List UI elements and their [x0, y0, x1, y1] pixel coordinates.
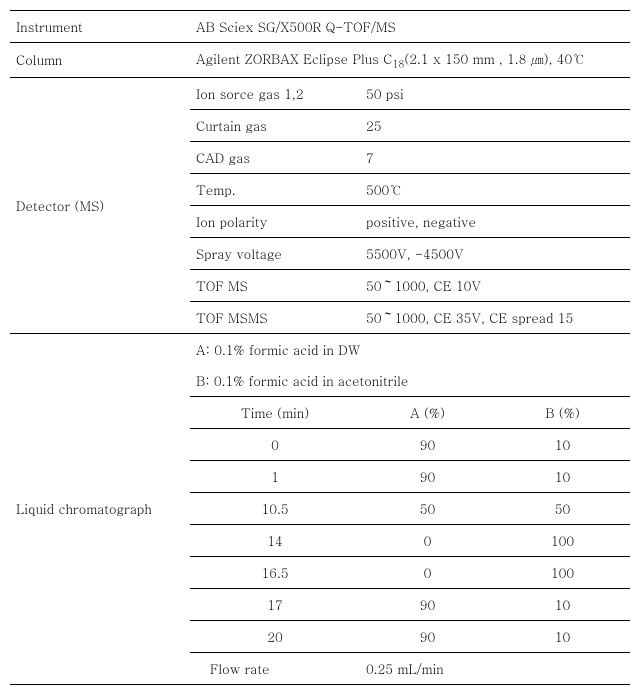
detector-param-key: TOF MS [190, 269, 360, 301]
lc-label: Liquid chromatograph [10, 333, 190, 684]
table-row: Detector (MS) Ion sorce gas 1,2 50 psi [10, 77, 630, 109]
table-row: Column Agilent ZORBAX Eclipse Plus C18(2… [10, 43, 630, 78]
flow-rate-value: 0.25 mL/min [360, 652, 630, 684]
instrument-label: Instrument [10, 11, 190, 43]
gradient-a: 90 [360, 620, 495, 652]
detector-param-value: 50～1000, CE 35V, CE spread 15 [360, 301, 630, 333]
column-value-pre: Agilent ZORBAX Eclipse Plus C [196, 49, 392, 68]
gradient-a: 90 [360, 428, 495, 460]
gradient-a: 0 [360, 556, 495, 588]
flow-rate-label: Flow rate [190, 652, 360, 684]
column-value: Agilent ZORBAX Eclipse Plus C18(2.1 x 15… [190, 43, 630, 78]
gradient-a: 90 [360, 588, 495, 620]
gradient-time: 10.5 [190, 492, 360, 524]
gradient-time: 16.5 [190, 556, 360, 588]
detector-param-key: Ion sorce gas 1,2 [190, 77, 360, 109]
detector-param-value: 5500V, -4500V [360, 237, 630, 269]
detector-param-key: Curtain gas [190, 109, 360, 141]
specification-table: Instrument AB Sciex SG/X500R Q-TOF/MS Co… [10, 10, 630, 685]
detector-param-key: TOF MSMS [190, 301, 360, 333]
gradient-header-a: A (%) [360, 396, 495, 428]
detector-param-value: 50 psi [360, 77, 630, 109]
gradient-header-time: Time (min) [190, 396, 360, 428]
column-value-sub: 18 [392, 57, 404, 71]
detector-param-value: 500℃ [360, 173, 630, 205]
gradient-time: 17 [190, 588, 360, 620]
gradient-a: 90 [360, 460, 495, 492]
detector-param-key: Ion polarity [190, 205, 360, 237]
detector-param-value: 7 [360, 141, 630, 173]
table-row: Liquid chromatograph A: 0.1% formic acid… [10, 333, 630, 365]
instrument-value: AB Sciex SG/X500R Q-TOF/MS [190, 11, 630, 43]
detector-label: Detector (MS) [10, 77, 190, 333]
gradient-time: 20 [190, 620, 360, 652]
column-label: Column [10, 43, 190, 78]
detector-param-key: Temp. [190, 173, 360, 205]
detector-param-key: CAD gas [190, 141, 360, 173]
mobile-phase-b: B: 0.1% formic acid in acetonitrile [190, 365, 630, 397]
gradient-b: 10 [495, 460, 630, 492]
gradient-b: 10 [495, 428, 630, 460]
gradient-time: 0 [190, 428, 360, 460]
gradient-b: 100 [495, 556, 630, 588]
detector-param-value: 50～1000, CE 10V [360, 269, 630, 301]
gradient-b: 50 [495, 492, 630, 524]
gradient-b: 10 [495, 620, 630, 652]
mobile-phase-a: A: 0.1% formic acid in DW [190, 333, 630, 365]
gradient-a: 50 [360, 492, 495, 524]
gradient-b: 100 [495, 524, 630, 556]
gradient-a: 0 [360, 524, 495, 556]
detector-param-value: 25 [360, 109, 630, 141]
column-value-post: (2.1 x 150 mm , 1.8 ㎛), 40℃ [404, 49, 585, 68]
table-row: Instrument AB Sciex SG/X500R Q-TOF/MS [10, 11, 630, 43]
gradient-time: 14 [190, 524, 360, 556]
gradient-header-b: B (%) [495, 396, 630, 428]
gradient-time: 1 [190, 460, 360, 492]
gradient-b: 10 [495, 588, 630, 620]
detector-param-value: positive, negative [360, 205, 630, 237]
detector-param-key: Spray voltage [190, 237, 360, 269]
